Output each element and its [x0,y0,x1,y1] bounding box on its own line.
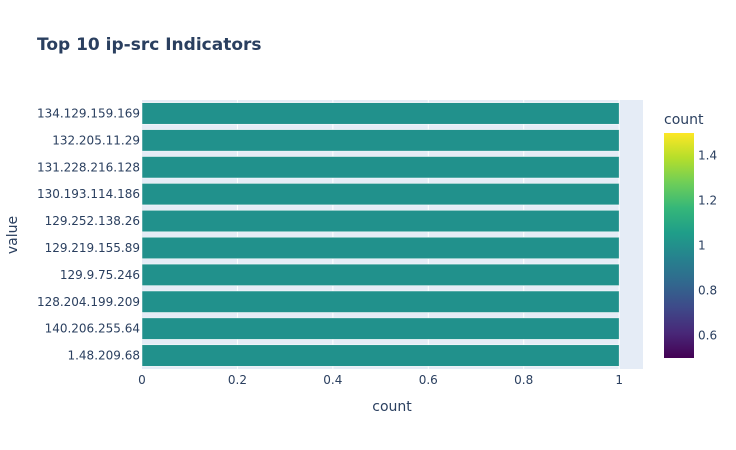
colorbar-tick-label: 0.8 [698,284,717,298]
bar [141,290,620,313]
colorbar-tick-label: 0.6 [698,329,717,343]
colorbar-tick-label: 1.4 [698,149,717,163]
x-tick-label: 0.6 [419,373,438,387]
colorbar: count 0.6 0.8 1 1.2 1.4 [664,112,717,358]
bar [141,129,620,152]
bar [141,344,620,367]
x-axis-title: count [372,399,412,415]
y-tick-label: 1.48.209.68 [67,349,140,363]
x-tick-labels: 0 0.2 0.4 0.6 0.8 1 [138,373,623,387]
bar [141,236,620,259]
y-tick-label: 130.193.114.186 [37,187,140,201]
colorbar-tick-labels: 0.6 0.8 1 1.2 1.4 [698,149,717,343]
bars [141,102,620,367]
x-tick-label: 0 [138,373,146,387]
colorbar-gradient [664,133,694,358]
y-tick-label: 129.219.155.89 [45,241,140,255]
colorbar-tick-label: 1.2 [698,194,717,208]
y-tick-label: 132.205.11.29 [52,133,140,147]
y-tick-label: 129.252.138.26 [45,214,140,228]
y-axis-title: value [5,216,21,254]
y-tick-label: 140.206.255.64 [45,322,140,336]
x-tick-label: 0.4 [323,373,342,387]
chart-title: Top 10 ip-src Indicators [37,35,262,55]
bar [141,156,620,179]
y-tick-labels: 134.129.159.169 132.205.11.29 131.228.216.… [37,106,140,362]
y-tick-label: 128.204.199.209 [37,295,140,309]
x-tick-label: 1 [615,373,623,387]
x-tick-label: 0.2 [228,373,247,387]
colorbar-tick-label: 1 [698,239,706,253]
x-tick-label: 0.8 [514,373,533,387]
y-tick-label: 134.129.159.169 [37,106,140,120]
bar [141,183,620,206]
bar [141,102,620,125]
bar [141,263,620,286]
colorbar-title: count [664,112,704,128]
y-tick-label: 131.228.216.128 [37,160,140,174]
bar [141,317,620,340]
y-tick-label: 129.9.75.246 [60,268,140,282]
bar [141,210,620,233]
